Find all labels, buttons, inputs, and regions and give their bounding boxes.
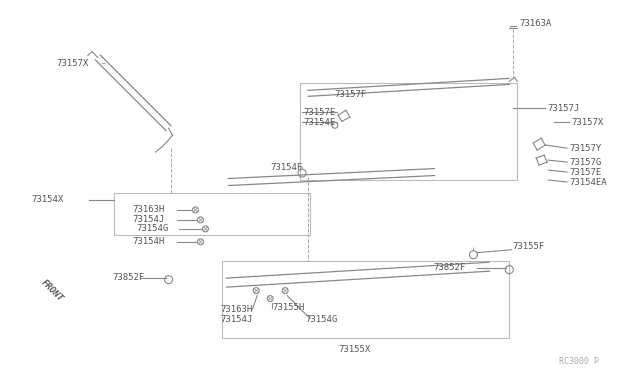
Text: 73157E: 73157E bbox=[569, 167, 602, 177]
Text: 73157X: 73157X bbox=[56, 59, 88, 68]
Text: 73157F: 73157F bbox=[334, 90, 366, 99]
Text: 73163H: 73163H bbox=[220, 305, 253, 314]
Text: 73154G: 73154G bbox=[137, 224, 169, 233]
Text: 73154J: 73154J bbox=[132, 215, 165, 224]
Text: 73852F: 73852F bbox=[113, 273, 145, 282]
Text: 73163H: 73163H bbox=[132, 205, 165, 214]
Text: 73155F: 73155F bbox=[512, 242, 545, 251]
Text: 73155H: 73155H bbox=[272, 303, 305, 312]
Bar bbox=[114, 193, 310, 235]
Text: 73163A: 73163A bbox=[519, 19, 552, 28]
Text: 73157G: 73157G bbox=[569, 158, 602, 167]
Text: 73157X: 73157X bbox=[571, 118, 604, 127]
Text: 73154F: 73154F bbox=[270, 163, 303, 171]
Text: 73852F: 73852F bbox=[433, 263, 466, 272]
Text: 73157E: 73157E bbox=[303, 108, 335, 117]
Text: 73155X: 73155X bbox=[339, 345, 371, 354]
Text: 73154H: 73154H bbox=[132, 237, 165, 246]
Bar bbox=[300, 83, 517, 180]
Text: 73154X: 73154X bbox=[31, 195, 63, 205]
Text: 73154J: 73154J bbox=[220, 315, 253, 324]
Text: 73154EA: 73154EA bbox=[569, 177, 607, 186]
Text: FRONT: FRONT bbox=[39, 278, 65, 303]
Bar bbox=[222, 261, 509, 339]
Text: 73157Y: 73157Y bbox=[569, 144, 602, 153]
Text: 73154G: 73154G bbox=[305, 315, 337, 324]
Text: 73157J: 73157J bbox=[547, 104, 579, 113]
Text: 73154E: 73154E bbox=[303, 118, 335, 127]
Text: RC3000 P: RC3000 P bbox=[559, 357, 599, 366]
